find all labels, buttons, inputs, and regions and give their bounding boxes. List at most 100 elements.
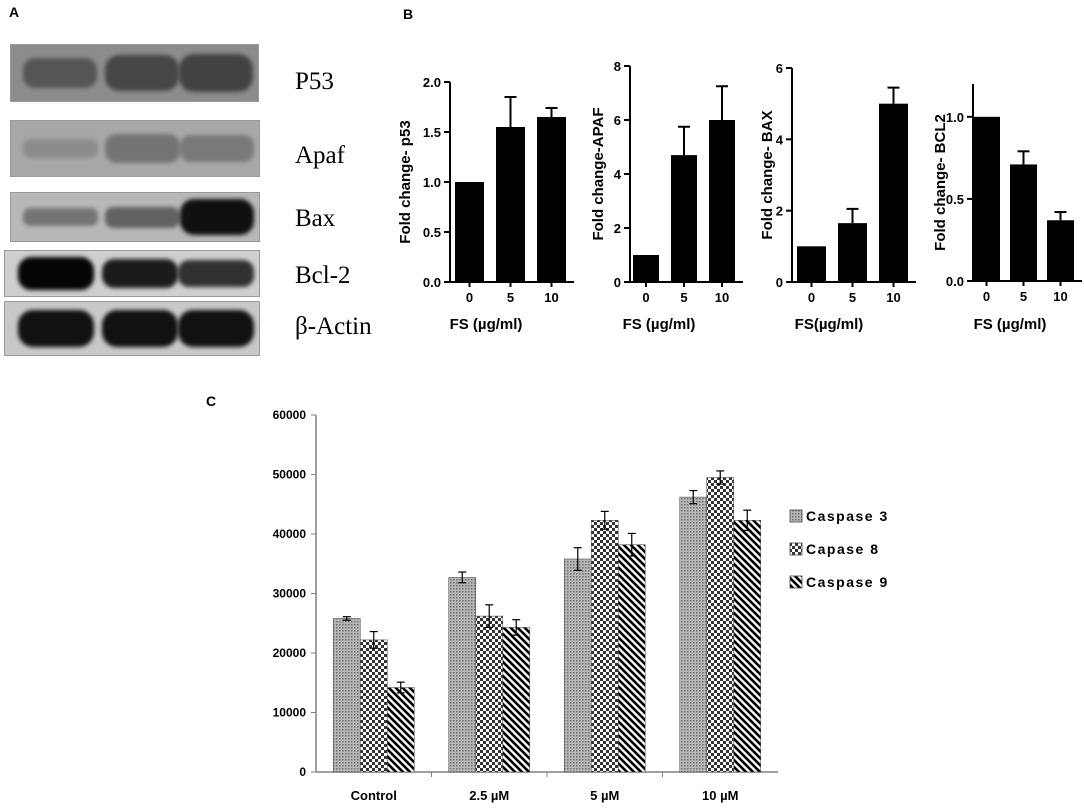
y-tick-label: 30000: [273, 587, 307, 601]
bar: [733, 520, 762, 773]
blot-label: Apaf: [295, 142, 345, 169]
y-tick-label: 1.5: [423, 125, 441, 140]
x-tick-label: 10: [1053, 289, 1067, 304]
x-tick-label: 10: [715, 290, 729, 305]
bar: [359, 639, 388, 773]
fold-chart-2: 0 2 4 6 0 5 10 Fold change- BAX FS(µg/ml): [759, 61, 916, 333]
blot-band: [23, 208, 98, 226]
caspase-chart: 0 10000 20000 30000 40000 50000 60000 Control 2.…: [273, 408, 889, 803]
bar: [879, 103, 908, 283]
blot-strip-4: [4, 301, 260, 356]
blot-strip-3: [4, 250, 260, 297]
blot-band: [101, 258, 178, 289]
blot-band: [177, 260, 254, 287]
y-tick-label: 2: [614, 221, 621, 236]
y-axis-label: Fold change- BCL2: [932, 114, 949, 251]
panel-label-c: C: [206, 393, 217, 409]
y-tick-label: 10000: [273, 706, 307, 720]
legend: Caspase 3 Capase 8 Caspase 9: [789, 508, 889, 590]
y-tick-label: 0: [614, 275, 621, 290]
blot-label: Bax: [295, 205, 336, 232]
y-tick-label: 40000: [273, 527, 307, 541]
x-axis-label: FS (µg/ml): [623, 316, 696, 333]
bar: [590, 520, 619, 773]
blot-band: [105, 206, 180, 228]
x-tick-label: 5: [507, 290, 514, 305]
blot-band: [105, 133, 180, 163]
legend-label: Capase 8: [806, 541, 879, 557]
y-tick-label: 0.0: [423, 275, 441, 290]
x-tick-label: 2.5 µM: [469, 788, 509, 803]
x-axis-label: FS (µg/ml): [450, 316, 523, 333]
y-tick-label: 8: [614, 59, 621, 74]
fold-chart-1: 0 2 4 6 8 0 5 10 Fold change-APAF FS (µg/ml): [590, 59, 743, 333]
caspase-plot: 0 10000 20000 30000 40000 50000 60000 Control 2.…: [273, 408, 778, 803]
blot-band: [17, 257, 94, 290]
blot-band: [178, 54, 254, 92]
x-tick-label: 0: [983, 289, 990, 304]
y-tick-label: 0: [299, 765, 306, 779]
fold-chart-3: 0.0 0.5 1.0 0 5 10 Fold change- BCL2 FS (µg/ml): [932, 84, 1082, 333]
bar: [1047, 220, 1074, 281]
x-tick-label: 5: [1020, 289, 1027, 304]
bar: [537, 117, 566, 282]
y-tick-label: 0.5: [423, 225, 441, 240]
bar: [563, 558, 592, 773]
y-tick-label: 4: [614, 167, 622, 182]
bar: [709, 120, 735, 282]
y-tick-label: 20000: [273, 646, 307, 660]
bar: [475, 615, 504, 773]
bar: [973, 116, 1000, 281]
x-tick-label: 5 µM: [590, 788, 619, 803]
blot-band: [179, 199, 255, 235]
bar: [706, 477, 735, 773]
x-tick-label: 10: [886, 290, 900, 305]
fold-change-charts: 0.0 0.5 1.0 1.5 2.0 0 5 10 Fold change- p53 FS (µ…: [397, 59, 1082, 333]
y-tick-label: 4: [776, 132, 784, 147]
x-tick-label: 10: [544, 290, 558, 305]
x-tick-label: Control: [351, 788, 397, 803]
bar: [838, 223, 867, 282]
bar: [671, 155, 697, 282]
blot-label: P53: [295, 68, 334, 95]
bar: [455, 182, 484, 282]
fold-chart-0: 0.0 0.5 1.0 1.5 2.0 0 5 10 Fold change- p53 FS (µ…: [397, 75, 574, 333]
legend-swatch: [789, 575, 803, 589]
y-tick-label: 2.0: [423, 75, 441, 90]
y-axis-label: Fold change- BAX: [759, 110, 776, 239]
y-tick-label: 0: [776, 275, 783, 290]
x-tick-label: 5: [680, 290, 687, 305]
x-axis-label: FS (µg/ml): [974, 316, 1047, 333]
bar: [1010, 164, 1037, 281]
y-tick-label: 6: [614, 113, 621, 128]
panel-label-a: A: [9, 4, 20, 20]
legend-swatch: [789, 542, 803, 556]
blot-band: [17, 309, 94, 348]
legend-label: Caspase 3: [806, 508, 889, 524]
y-tick-label: 50000: [273, 468, 307, 482]
blot-label: β-Actin: [295, 313, 372, 340]
x-axis-label: FS(µg/ml): [795, 316, 864, 333]
panel-label-b: B: [403, 6, 414, 22]
blot-band: [23, 58, 98, 88]
blot-band: [179, 135, 255, 162]
blot-band: [101, 309, 178, 348]
blot-band: [177, 309, 254, 348]
x-tick-label: 10 µM: [702, 788, 738, 803]
blot-strip-0: [10, 44, 259, 102]
y-tick-label: 2: [776, 204, 783, 219]
blot-band: [23, 138, 98, 159]
y-tick-label: 1.0: [423, 175, 441, 190]
y-tick-label: 1.0: [946, 110, 964, 125]
bar: [617, 544, 646, 773]
bar: [386, 687, 415, 773]
legend-label: Caspase 9: [806, 574, 889, 590]
blot-strip-2: [10, 192, 260, 242]
bar: [332, 618, 361, 773]
bar: [679, 496, 708, 773]
y-tick-label: 60000: [273, 408, 307, 422]
y-axis-label: Fold change-APAF: [590, 107, 607, 240]
bar: [502, 627, 531, 773]
x-tick-label: 0: [808, 290, 815, 305]
y-tick-label: 6: [776, 61, 783, 76]
